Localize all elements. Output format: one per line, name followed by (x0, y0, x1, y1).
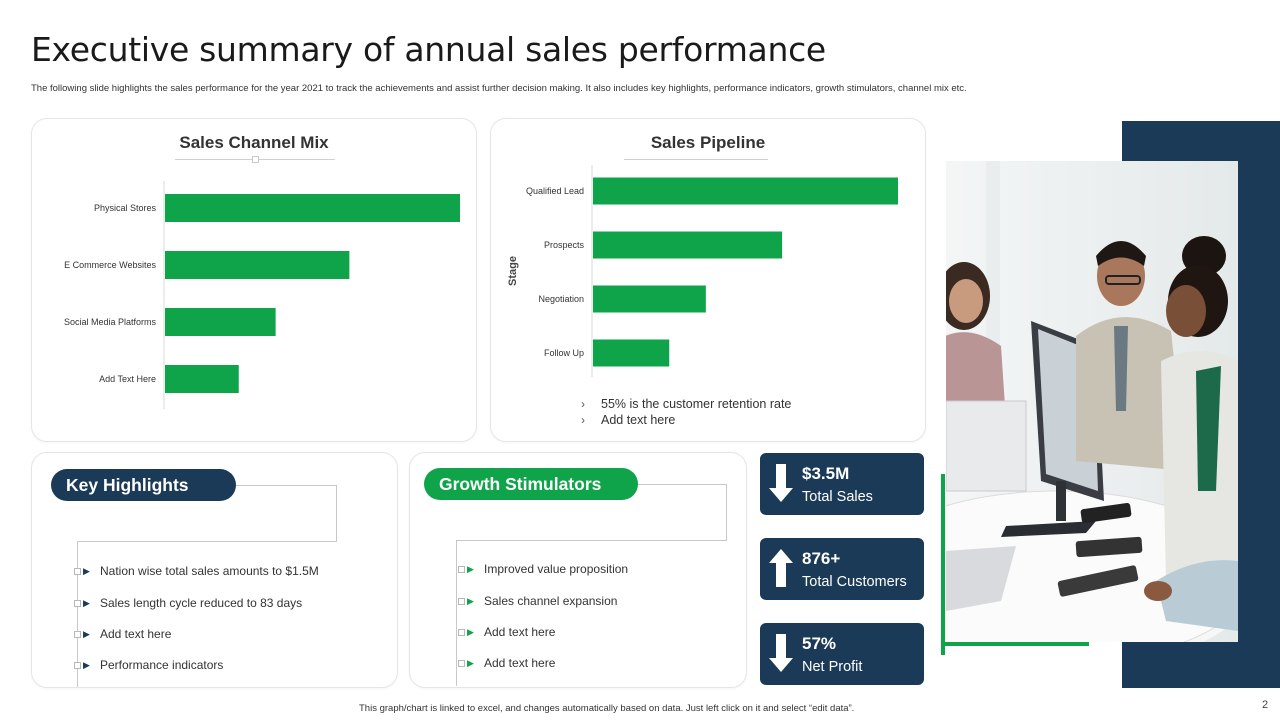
accent-line (941, 642, 1089, 646)
category-label: Add Text Here (99, 374, 156, 384)
category-label: Follow Up (544, 348, 584, 358)
bar (593, 231, 783, 259)
bar (593, 339, 670, 367)
list-item: ▶ Nation wise total sales amounts to $1.5… (74, 564, 319, 578)
bar (165, 194, 460, 222)
decorative-bracket (220, 485, 337, 542)
list-item: ▶ Improved value proposition (458, 562, 628, 576)
kpi-label: Total Sales (802, 489, 873, 505)
decorative-line (456, 540, 727, 541)
decorative-line (456, 540, 457, 686)
accent-line (941, 474, 945, 655)
pipeline-note-text: 55% is the customer retention rate (601, 397, 792, 411)
category-label: Negotiation (538, 294, 584, 304)
sales-pipeline-title: Sales Pipeline (650, 133, 766, 152)
play-icon: ▶ (467, 596, 474, 606)
kpi-value: 876+ (802, 549, 841, 568)
pipeline-note-text: Add text here (601, 413, 676, 427)
kpi-total-customers: 876+ Total Customers (760, 538, 924, 600)
growth-stimulators-pill: Growth Stimulators (424, 468, 638, 500)
list-item: ▶ Add text here (458, 656, 555, 670)
category-label: Prospects (544, 240, 585, 250)
play-icon: ▶ (83, 660, 90, 670)
page-number: 2 (1262, 699, 1269, 711)
kpi-net-profit: 57% Net Profit (760, 623, 924, 685)
play-icon: ▶ (83, 629, 90, 639)
bar (165, 365, 239, 393)
list-item: ▶ Add text here (74, 627, 171, 641)
decorative-line (77, 541, 78, 687)
kpi-value: 57% (802, 634, 837, 653)
sales-pipeline-chart: Qualified Lead Prospects Negotiation Follow… (507, 165, 898, 377)
list-item: ▶ Add text here (458, 625, 555, 639)
chevron-right-icon: › (581, 397, 585, 411)
title-underline (624, 159, 768, 160)
sales-channel-mix-card: Sales Channel Mix Physical Stores E Comme… (31, 118, 477, 442)
play-icon: ▶ (83, 598, 90, 608)
bar (593, 285, 706, 313)
y-axis-label: Stage (507, 256, 519, 286)
team-meeting-photo (946, 161, 1238, 642)
decorative-line (77, 541, 337, 542)
down-arrow-icon (769, 634, 793, 672)
category-label: E Commerce Websites (64, 260, 156, 270)
page-title: Executive summary of annual sales perfor… (31, 30, 826, 69)
footer-note: This graph/chart is linked to excel, and… (359, 703, 855, 714)
page-subtitle: The following slide highlights the sales… (31, 83, 967, 94)
list-item: ▶ Sales length cycle reduced to 83 days (74, 596, 302, 610)
play-icon: ▶ (467, 627, 474, 637)
pipeline-note: › Add text here (581, 413, 791, 429)
up-arrow-icon (769, 549, 793, 587)
category-label: Qualified Lead (526, 186, 584, 196)
list-item: ▶ Sales channel expansion (458, 594, 617, 608)
decorative-bracket (620, 484, 727, 541)
title-underline (175, 156, 335, 163)
bar (165, 308, 276, 336)
sales-channel-mix-chart: Physical Stores E Commerce Websites Social… (64, 181, 460, 409)
play-icon: ▶ (467, 564, 474, 574)
kpi-value: $3.5M (802, 464, 850, 483)
chevron-right-icon: › (581, 413, 585, 427)
kpi-label: Total Customers (802, 574, 907, 590)
sales-channel-mix-title: Sales Channel Mix (179, 133, 329, 152)
kpi-label: Net Profit (802, 659, 863, 675)
bar (165, 251, 350, 279)
play-icon: ▶ (83, 566, 90, 576)
pipeline-notes: › 55% is the customer retention rate › Add… (581, 397, 791, 429)
down-arrow-icon (769, 464, 793, 502)
category-label: Physical Stores (94, 203, 157, 213)
sales-pipeline-card: Sales Pipeline Qualified Lead Prospects Ne… (490, 118, 926, 442)
bar (593, 177, 898, 205)
key-highlights-pill: Key Highlights (51, 469, 236, 501)
category-label: Social Media Platforms (64, 317, 157, 327)
pipeline-note: › 55% is the customer retention rate (581, 397, 791, 413)
kpi-total-sales: $3.5M Total Sales (760, 453, 924, 515)
list-item: ▶ Performance indicators (74, 658, 223, 672)
play-icon: ▶ (467, 658, 474, 668)
